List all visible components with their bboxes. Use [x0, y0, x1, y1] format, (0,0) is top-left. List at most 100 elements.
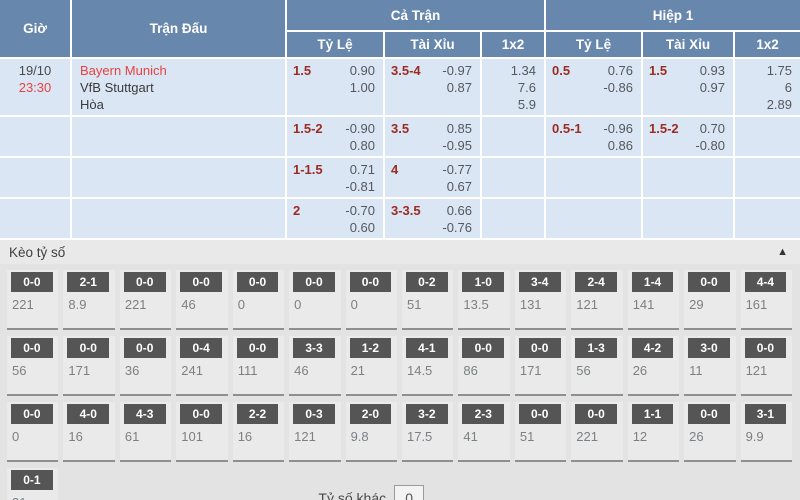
score-odds-cell[interactable]: 3-2 17.5 — [401, 402, 454, 462]
score-odds-cell[interactable]: 3-0 11 — [684, 336, 736, 396]
score-odds-cell[interactable]: 2-4 121 — [571, 270, 623, 330]
score-odds-cell[interactable]: 0-0 0 — [345, 270, 397, 330]
score-badge: 4-0 — [67, 404, 110, 424]
score-odds-cell[interactable]: 4-4 161 — [740, 270, 792, 330]
h1-1x2-odds[interactable]: 1.75 6 2.89 — [735, 59, 800, 115]
score-odds-cell[interactable]: 3-3 46 — [289, 336, 341, 396]
score-odds-cell[interactable]: 0-0 111 — [232, 336, 285, 396]
ft-handicap-odds[interactable]: 2 -0.70 0.60 — [287, 199, 383, 238]
score-odds-value: 26 — [632, 363, 648, 378]
other-score-input[interactable] — [394, 485, 425, 500]
score-badge: 0-0 — [123, 338, 166, 358]
ft-over-under-odds[interactable]: 3-3.5 0.66 -0.76 — [385, 199, 480, 238]
score-odds-cell[interactable]: 0-0 121 — [740, 336, 792, 396]
over-under-line: 3.5 — [391, 121, 410, 136]
score-badge: 3-0 — [688, 338, 730, 358]
away-team[interactable]: VfB Stuttgart — [80, 80, 154, 95]
odds-values[interactable]: -0.70 0.60 — [345, 203, 375, 235]
collapse-triangle-up-icon[interactable]: ▲ — [777, 245, 788, 258]
odds-values[interactable]: 0.70 -0.80 — [695, 121, 725, 153]
odds-values[interactable]: 0.85 -0.95 — [442, 121, 472, 153]
odds-values[interactable]: 0.71 -0.81 — [345, 162, 375, 194]
score-odds-cell[interactable]: 1-0 13.5 — [458, 270, 510, 330]
score-odds-cell[interactable]: 0-0 29 — [684, 270, 736, 330]
score-odds-cell[interactable]: 0-0 221 — [571, 402, 623, 462]
score-odds-cell[interactable]: 0-0 221 — [119, 270, 172, 330]
score-badge: 0-0 — [236, 338, 279, 358]
score-odds-cell[interactable]: 4-3 61 — [119, 402, 172, 462]
odds-values[interactable]: -0.97 0.87 — [442, 63, 472, 95]
score-badge: 0-0 — [518, 404, 561, 424]
score-odds-value: 36 — [124, 363, 140, 378]
score-odds-cell[interactable]: 4-2 26 — [627, 336, 680, 396]
ft-over-under-odds[interactable]: 4 -0.77 0.67 — [385, 158, 480, 197]
score-odds-value: 141 — [632, 297, 655, 312]
handicap-line: 0.5 — [552, 63, 571, 78]
score-odds-value: 21 — [350, 363, 366, 378]
score-odds-cell[interactable]: 4-0 16 — [63, 402, 115, 462]
odds-values[interactable]: 0.90 1.00 — [349, 63, 375, 95]
score-badge: 2-0 — [349, 404, 392, 424]
h1-1x2-odds — [735, 199, 800, 238]
score-odds-value: 9.8 — [350, 429, 369, 444]
score-odds-value: 17.5 — [406, 429, 433, 444]
score-odds-value: 111 — [237, 363, 258, 378]
score-odds-cell[interactable]: 1-1 12 — [627, 402, 680, 462]
score-odds-cell[interactable]: 0-0 171 — [63, 336, 115, 396]
score-odds-cell[interactable]: 0-0 0 — [289, 270, 341, 330]
score-odds-cell[interactable]: 0-0 86 — [458, 336, 510, 396]
score-odds-cell[interactable]: 3-4 131 — [514, 270, 567, 330]
score-odds-cell[interactable]: 2-2 16 — [232, 402, 285, 462]
score-odds-cell[interactable]: 0-0 26 — [684, 402, 736, 462]
score-odds-cell[interactable]: 0-0 171 — [514, 336, 567, 396]
score-odds-cell[interactable]: 0-0 0 — [7, 402, 59, 462]
score-odds-value: 46 — [294, 363, 309, 378]
odds-values[interactable]: -0.96 0.86 — [603, 121, 633, 153]
score-badge: 3-1 — [744, 404, 787, 424]
score-odds-cell[interactable]: 0-0 0 — [232, 270, 285, 330]
odds-values[interactable]: 0.76 -0.86 — [603, 63, 633, 95]
h1-handicap-odds[interactable]: 0.5 0.76 -0.86 — [546, 59, 641, 115]
h1-over-under-odds[interactable]: 1.5 0.93 0.97 — [643, 59, 733, 115]
match-cell[interactable]: Bayern Munich VfB Stuttgart Hòa — [72, 59, 285, 115]
score-odds-cell[interactable]: 0-0 221 — [7, 270, 59, 330]
score-odds-cell[interactable]: 0-0 46 — [176, 270, 228, 330]
score-odds-value: 51 — [406, 297, 422, 312]
over-under-line: 3.5-4 — [391, 63, 421, 78]
ft-handicap-odds[interactable]: 1.5 0.90 1.00 — [287, 59, 383, 115]
score-odds-cell[interactable]: 0-3 121 — [289, 402, 341, 462]
score-odds-cell[interactable]: 1-3 56 — [571, 336, 623, 396]
score-odds-cell[interactable]: 0-0 101 — [176, 402, 228, 462]
over-under-line: 1.5-2 — [649, 121, 679, 136]
h1-over-under-odds[interactable]: 1.5-2 0.70 -0.80 — [643, 117, 733, 156]
score-odds-cell[interactable]: 0-2 51 — [401, 270, 454, 330]
score-odds-value: 171 — [68, 363, 91, 378]
score-odds-cell[interactable]: 1-2 21 — [345, 336, 397, 396]
odds-values[interactable]: 0.93 0.97 — [699, 63, 725, 95]
odds-values[interactable]: -0.90 0.80 — [345, 121, 375, 153]
col-header-time: Giờ — [0, 0, 70, 57]
ft-1x2-odds[interactable]: 1.34 7.6 5.9 — [482, 59, 544, 115]
odds-values[interactable]: 0.66 -0.76 — [442, 203, 472, 235]
ft-handicap-odds[interactable]: 1.5-2 -0.90 0.80 — [287, 117, 383, 156]
score-odds-cell[interactable]: 0-0 56 — [7, 336, 59, 396]
score-odds-cell[interactable]: 0-0 36 — [119, 336, 172, 396]
score-odds-cell[interactable]: 0-4 241 — [176, 336, 228, 396]
score-odds-cell[interactable]: 0-0 51 — [514, 402, 567, 462]
ft-over-under-odds[interactable]: 3.5-4 -0.97 0.87 — [385, 59, 480, 115]
over-under-line: 3-3.5 — [391, 203, 421, 218]
score-odds-cell[interactable]: 1-4 141 — [627, 270, 680, 330]
score-odds-cell[interactable]: 2-1 8.9 — [63, 270, 115, 330]
score-odds-cell[interactable]: 2-3 41 — [458, 402, 510, 462]
ft-over-under-odds[interactable]: 3.5 0.85 -0.95 — [385, 117, 480, 156]
score-odds-cell[interactable]: 0-1 31 — [7, 468, 59, 500]
odds-row: 2 -0.70 0.60 3-3.5 0.66 -0.76 — [0, 199, 800, 238]
score-badge: 2-1 — [67, 272, 110, 292]
home-team[interactable]: Bayern Munich — [80, 63, 167, 78]
score-odds-cell[interactable]: 4-1 14.5 — [401, 336, 454, 396]
ft-handicap-odds[interactable]: 1-1.5 0.71 -0.81 — [287, 158, 383, 197]
odds-values[interactable]: -0.77 0.67 — [442, 162, 472, 194]
score-odds-cell[interactable]: 3-1 9.9 — [740, 402, 792, 462]
h1-handicap-odds[interactable]: 0.5-1 -0.96 0.86 — [546, 117, 641, 156]
score-odds-cell[interactable]: 2-0 9.8 — [345, 402, 397, 462]
